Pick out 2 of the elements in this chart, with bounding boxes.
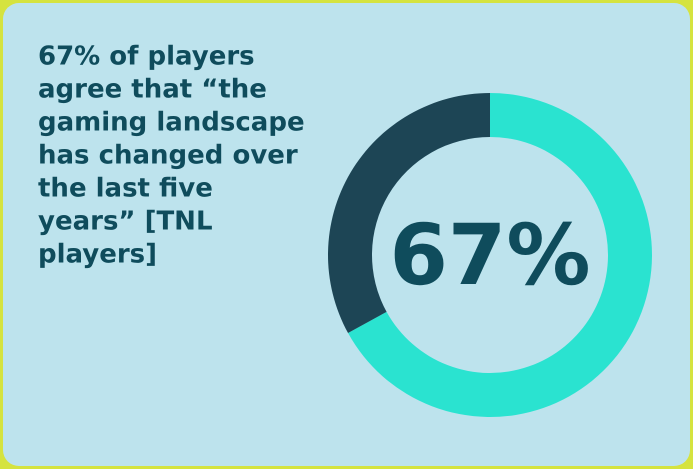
text: 67% of players agree that “the gaming landscape has changed over the last five years” [TNL players] bbox=[38, 42, 314, 270]
text: 67% bbox=[389, 206, 591, 304]
